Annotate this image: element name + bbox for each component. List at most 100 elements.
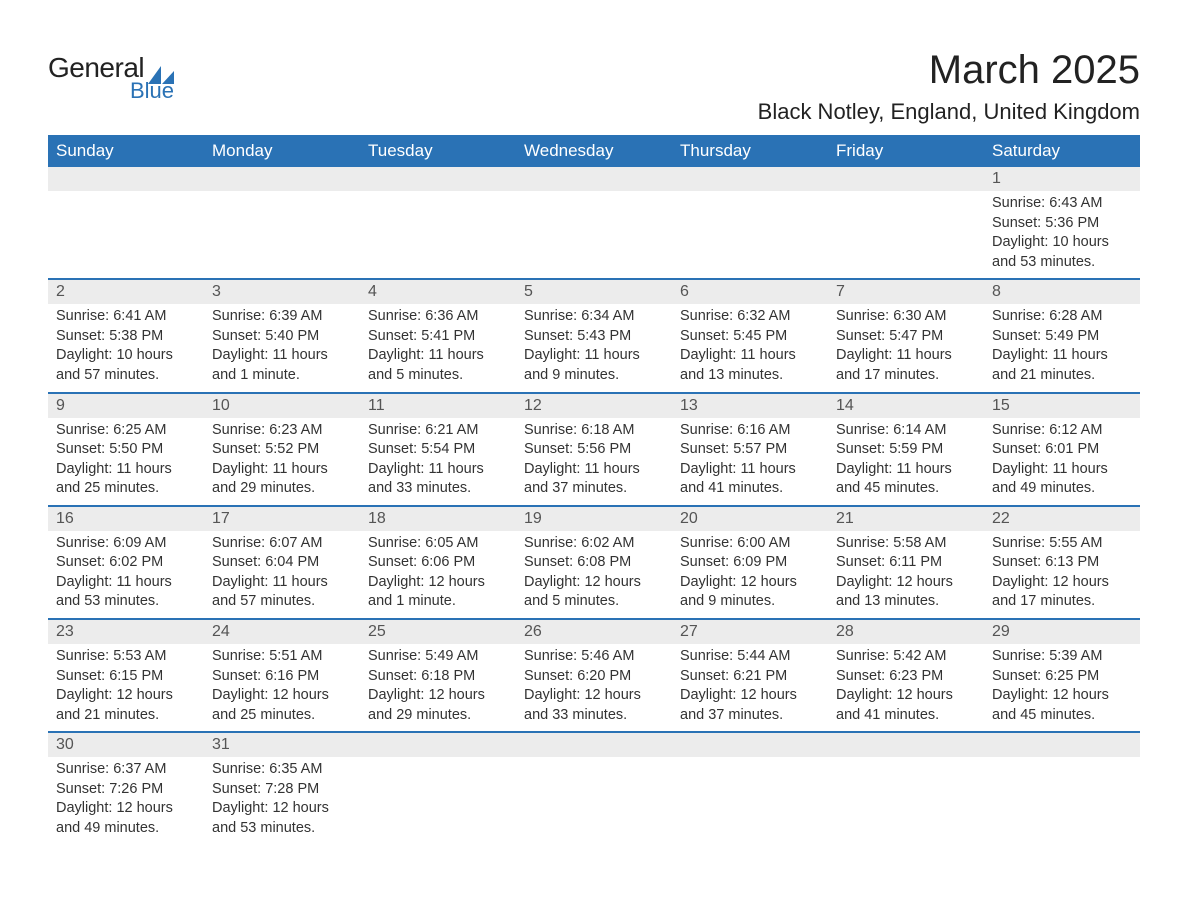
calendar-cell xyxy=(360,167,516,279)
daylight-line-1: Daylight: 12 hours xyxy=(368,686,508,706)
empty-day-bar xyxy=(672,167,828,191)
sunset-line: Sunset: 5:40 PM xyxy=(212,327,352,347)
day-number: 24 xyxy=(204,620,360,644)
sunset-line: Sunset: 5:43 PM xyxy=(524,327,664,347)
sunrise-line: Sunrise: 6:00 AM xyxy=(680,534,820,554)
sunset-line: Sunset: 6:04 PM xyxy=(212,553,352,573)
logo: General Blue xyxy=(48,52,174,104)
calendar-row: 9Sunrise: 6:25 AMSunset: 5:50 PMDaylight… xyxy=(48,393,1140,506)
daylight-line-2: and 33 minutes. xyxy=(368,479,508,499)
empty-day-bar xyxy=(516,167,672,191)
daylight-line-1: Daylight: 11 hours xyxy=(212,573,352,593)
daylight-line-1: Daylight: 11 hours xyxy=(368,460,508,480)
daylight-line-1: Daylight: 11 hours xyxy=(836,346,976,366)
daylight-line-2: and 29 minutes. xyxy=(368,706,508,726)
daylight-line-2: and 29 minutes. xyxy=(212,479,352,499)
day-number: 31 xyxy=(204,733,360,757)
daylight-line-2: and 17 minutes. xyxy=(836,366,976,386)
calendar-cell: 1Sunrise: 6:43 AMSunset: 5:36 PMDaylight… xyxy=(984,167,1140,279)
sunrise-line: Sunrise: 6:32 AM xyxy=(680,307,820,327)
calendar-cell xyxy=(516,732,672,844)
day-number: 3 xyxy=(204,280,360,304)
day-number: 10 xyxy=(204,394,360,418)
sunset-line: Sunset: 6:11 PM xyxy=(836,553,976,573)
day-number: 5 xyxy=(516,280,672,304)
calendar-cell xyxy=(360,732,516,844)
calendar-cell: 30Sunrise: 6:37 AMSunset: 7:26 PMDayligh… xyxy=(48,732,204,844)
daylight-line-1: Daylight: 12 hours xyxy=(56,799,196,819)
calendar-cell: 22Sunrise: 5:55 AMSunset: 6:13 PMDayligh… xyxy=(984,506,1140,619)
sunset-line: Sunset: 5:56 PM xyxy=(524,440,664,460)
sunset-line: Sunset: 6:02 PM xyxy=(56,553,196,573)
daylight-line-1: Daylight: 11 hours xyxy=(524,346,664,366)
calendar-cell: 23Sunrise: 5:53 AMSunset: 6:15 PMDayligh… xyxy=(48,619,204,732)
daylight-line-2: and 9 minutes. xyxy=(524,366,664,386)
calendar-cell: 15Sunrise: 6:12 AMSunset: 6:01 PMDayligh… xyxy=(984,393,1140,506)
calendar-cell: 19 Sunrise: 6:02 AMSunset: 6:08 PMDayligh… xyxy=(516,506,672,619)
sunset-line: Sunset: 5:38 PM xyxy=(56,327,196,347)
daylight-line-2: and 49 minutes. xyxy=(992,479,1132,499)
sunrise-line: Sunrise: 6:35 AM xyxy=(212,760,352,780)
calendar-row: 16Sunrise: 6:09 AMSunset: 6:02 PMDayligh… xyxy=(48,506,1140,619)
calendar-cell: 25Sunrise: 5:49 AMSunset: 6:18 PMDayligh… xyxy=(360,619,516,732)
daylight-line-1: Daylight: 12 hours xyxy=(992,686,1132,706)
logo-text-blue: Blue xyxy=(130,78,174,104)
day-number: 9 xyxy=(48,394,204,418)
daylight-line-1: Daylight: 12 hours xyxy=(56,686,196,706)
day-number: 27 xyxy=(672,620,828,644)
calendar-cell: 7Sunrise: 6:30 AMSunset: 5:47 PMDaylight… xyxy=(828,279,984,392)
sunrise-line: Sunrise: 6:09 AM xyxy=(56,534,196,554)
calendar-cell: 21Sunrise: 5:58 AMSunset: 6:11 PMDayligh… xyxy=(828,506,984,619)
daylight-line-1: Daylight: 11 hours xyxy=(680,346,820,366)
day-number: 13 xyxy=(672,394,828,418)
sunrise-line: Sunrise: 6:21 AM xyxy=(368,421,508,441)
header: General Blue March 2025 Black Notley, En… xyxy=(48,48,1140,125)
sunset-line: Sunset: 5:41 PM xyxy=(368,327,508,347)
day-header: Tuesday xyxy=(360,135,516,167)
daylight-line-2: and 21 minutes. xyxy=(992,366,1132,386)
daylight-line-2: and 1 minute. xyxy=(368,592,508,612)
sunset-line: Sunset: 6:09 PM xyxy=(680,553,820,573)
daylight-line-1: Daylight: 12 hours xyxy=(680,573,820,593)
daylight-line-2: and 17 minutes. xyxy=(992,592,1132,612)
daylight-line-1: Daylight: 11 hours xyxy=(992,346,1132,366)
daylight-line-1: Daylight: 12 hours xyxy=(992,573,1132,593)
day-number: 1 xyxy=(984,167,1140,191)
calendar-cell: 29Sunrise: 5:39 AMSunset: 6:25 PMDayligh… xyxy=(984,619,1140,732)
day-number: 20 xyxy=(672,507,828,531)
daylight-line-1: Daylight: 12 hours xyxy=(524,573,664,593)
day-number: 2 xyxy=(48,280,204,304)
day-number: 11 xyxy=(360,394,516,418)
empty-day-bar xyxy=(516,733,672,757)
daylight-line-2: and 41 minutes. xyxy=(836,706,976,726)
day-number: 19 xyxy=(516,507,672,531)
sunrise-line: Sunrise: 6:02 AM xyxy=(524,534,664,554)
sunset-line: Sunset: 6:08 PM xyxy=(524,553,664,573)
daylight-line-2: and 25 minutes. xyxy=(212,706,352,726)
sunrise-line: Sunrise: 5:46 AM xyxy=(524,647,664,667)
day-number: 17 xyxy=(204,507,360,531)
daylight-line-1: Daylight: 12 hours xyxy=(368,573,508,593)
daylight-line-2: and 1 minute. xyxy=(212,366,352,386)
calendar-cell: 28Sunrise: 5:42 AMSunset: 6:23 PMDayligh… xyxy=(828,619,984,732)
daylight-line-1: Daylight: 11 hours xyxy=(368,346,508,366)
daylight-line-2: and 37 minutes. xyxy=(524,479,664,499)
calendar-cell: 31Sunrise: 6:35 AMSunset: 7:28 PMDayligh… xyxy=(204,732,360,844)
sunrise-line: Sunrise: 5:44 AM xyxy=(680,647,820,667)
calendar-cell xyxy=(204,167,360,279)
sunset-line: Sunset: 5:59 PM xyxy=(836,440,976,460)
daylight-line-2: and 37 minutes. xyxy=(680,706,820,726)
calendar-cell xyxy=(828,732,984,844)
calendar-cell: 13Sunrise: 6:16 AMSunset: 5:57 PMDayligh… xyxy=(672,393,828,506)
empty-day-bar xyxy=(360,167,516,191)
sunrise-line: Sunrise: 6:07 AM xyxy=(212,534,352,554)
daylight-line-1: Daylight: 11 hours xyxy=(680,460,820,480)
day-number: 4 xyxy=(360,280,516,304)
calendar-cell: 2Sunrise: 6:41 AMSunset: 5:38 PMDaylight… xyxy=(48,279,204,392)
day-number: 23 xyxy=(48,620,204,644)
day-header: Friday xyxy=(828,135,984,167)
daylight-line-2: and 13 minutes. xyxy=(680,366,820,386)
daylight-line-1: Daylight: 11 hours xyxy=(212,346,352,366)
sunrise-line: Sunrise: 5:55 AM xyxy=(992,534,1132,554)
sunrise-line: Sunrise: 6:25 AM xyxy=(56,421,196,441)
